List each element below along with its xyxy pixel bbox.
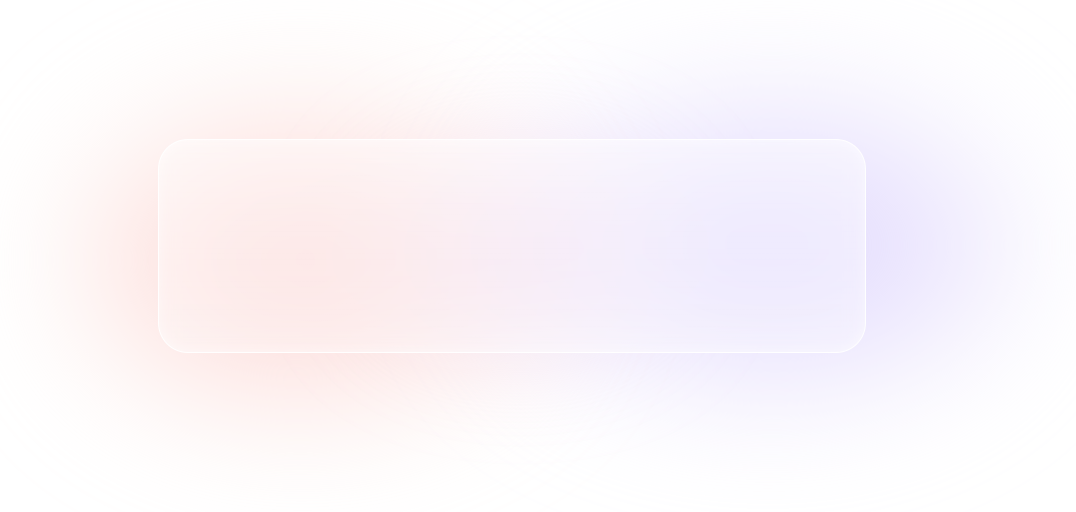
glass-card [158,139,866,353]
